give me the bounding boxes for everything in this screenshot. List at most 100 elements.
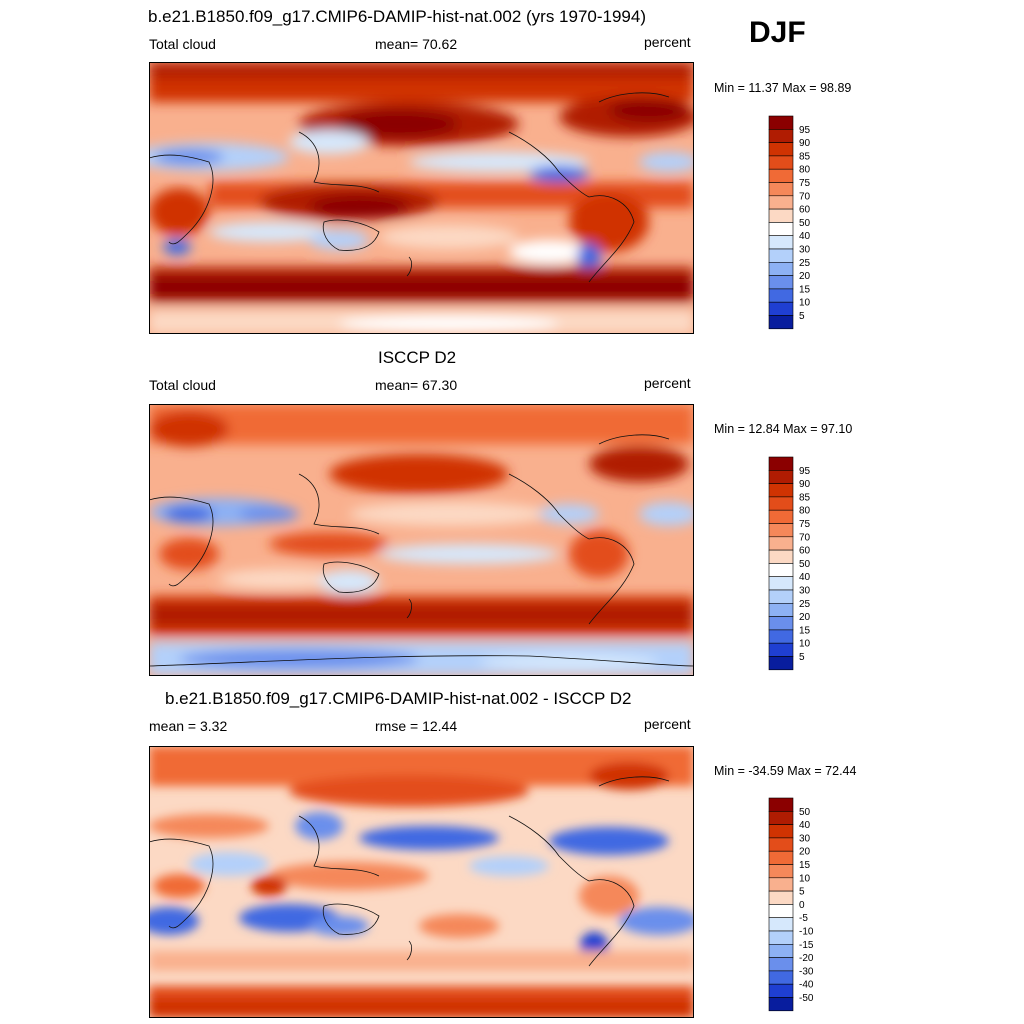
- colorbar-tick-label: 30: [799, 245, 811, 256]
- colorbar-tick-label: 20: [799, 271, 811, 282]
- colorbar-swatch: [768, 797, 794, 812]
- colorbar-tick-label: 85: [799, 492, 811, 503]
- coastlines: [149, 776, 670, 967]
- colorbar-swatch: [768, 877, 794, 892]
- colorbar-tick-label: 60: [799, 546, 811, 557]
- panel-diff-colorbar: 50 40 30 20 15 10 5 0 -5 -10 -15 -20 -30 -40 -50: [768, 797, 828, 1012]
- panel-obs-map: [149, 404, 694, 676]
- panel-obs-min-max: Min = 12.84 Max = 97.10: [714, 422, 853, 436]
- colorbar-swatch: [768, 142, 794, 157]
- colorbar-swatch: [768, 275, 794, 290]
- colorbar-swatch: [768, 168, 794, 183]
- colorbar-swatch: [768, 536, 794, 551]
- panel-diff-mean-label: mean = 3.32: [149, 718, 228, 734]
- panel-obs-mean-label: mean= 67.30: [375, 377, 458, 393]
- colorbar-swatch: [768, 129, 794, 143]
- colorbar-tick-label: 0: [799, 900, 805, 911]
- colorbar-swatch: [768, 850, 794, 865]
- colorbar-tick-label: 20: [799, 847, 811, 858]
- colorbar-swatch: [768, 563, 794, 578]
- colorbar-tick-label: 60: [799, 205, 811, 216]
- colorbar-swatch: [768, 496, 794, 511]
- colorbar-tick-label: -10: [799, 927, 814, 938]
- colorbar-swatch: [768, 656, 794, 671]
- colorbar-tick-label: 10: [799, 873, 811, 884]
- colorbar-swatch: [768, 235, 794, 250]
- panel-model-map: [149, 62, 694, 334]
- colorbar-tick-label: 75: [799, 519, 811, 530]
- panel-model-mean-label: mean= 70.62: [375, 36, 458, 52]
- colorbar-swatch: [768, 288, 794, 303]
- panel-model-min-max: Min = 11.37 Max = 98.89: [714, 81, 852, 95]
- colorbar-tick-label: -15: [799, 940, 814, 951]
- colorbar-tick-label: -5: [799, 913, 808, 924]
- panel-diff-map: [149, 746, 694, 1018]
- colorbar-swatch: [768, 957, 794, 972]
- colorbar-swatch: [768, 248, 794, 263]
- panel-model-colorbar: 95 90 85 80 75 70 60 50 40 30 25 20 15 10 5: [768, 115, 828, 330]
- colorbar-swatch: [768, 944, 794, 958]
- colorbar-tick-label: 15: [799, 860, 811, 871]
- colorbar-swatch: [768, 629, 794, 644]
- colorbar-swatch: [768, 603, 794, 617]
- colorbar-tick-label: 85: [799, 151, 811, 162]
- colorbar-tick-label: -20: [799, 953, 814, 964]
- colorbar-tick-label: 20: [799, 612, 811, 623]
- difference-field-contours: [149, 746, 694, 1018]
- colorbar-tick-label: 25: [799, 599, 811, 610]
- coastlines: [149, 92, 670, 283]
- colorbar-swatch: [768, 483, 794, 498]
- colorbar-swatch: [768, 824, 794, 839]
- colorbar-tick-label: -40: [799, 980, 814, 991]
- cloud-field-contours: [149, 404, 694, 676]
- colorbar-swatch: [768, 917, 794, 932]
- colorbar-tick-label: 50: [799, 559, 811, 570]
- colorbar-tick-label: 25: [799, 258, 811, 269]
- colorbar-swatch: [768, 970, 794, 985]
- colorbar-swatch: [768, 837, 794, 852]
- colorbar-swatch: [768, 115, 794, 130]
- colorbar-tick-label: 30: [799, 586, 811, 597]
- panel-model-title: b.e21.B1850.f09_g17.CMIP6-DAMIP-hist-nat…: [148, 7, 646, 26]
- panel-obs-units-label: percent: [644, 375, 691, 391]
- colorbar-swatch: [768, 523, 794, 538]
- colorbar-tick-label: -30: [799, 966, 814, 977]
- colorbar-tick-label: 50: [799, 807, 811, 818]
- colorbar-swatch: [768, 222, 794, 237]
- panel-diff-title: b.e21.B1850.f09_g17.CMIP6-DAMIP-hist-nat…: [165, 689, 632, 708]
- colorbar-swatch: [768, 549, 794, 564]
- colorbar-tick-label: -50: [799, 993, 814, 1004]
- colorbar-tick-label: 10: [799, 298, 811, 309]
- cloud-field-contours: [149, 62, 694, 334]
- panel-model-variable-label: Total cloud: [149, 36, 216, 52]
- colorbar-tick-label: 70: [799, 191, 811, 202]
- colorbar-tick-label: 95: [799, 466, 811, 477]
- colorbar-tick-label: 75: [799, 178, 811, 189]
- colorbar-swatch: [768, 315, 794, 330]
- colorbar-tick-label: 15: [799, 625, 811, 636]
- colorbar-swatch: [768, 589, 794, 604]
- colorbar-swatch: [768, 811, 794, 825]
- panel-obs-colorbar: 95 90 85 80 75 70 60 50 40 30 25 20 15 10 5: [768, 456, 828, 671]
- colorbar-swatch: [768, 890, 794, 905]
- season-label: DJF: [749, 16, 806, 49]
- colorbar-tick-label: 80: [799, 165, 811, 176]
- colorbar-tick-label: 40: [799, 231, 811, 242]
- panel-model-units-label: percent: [644, 34, 691, 50]
- colorbar-tick-label: 40: [799, 820, 811, 831]
- colorbar-swatch: [768, 576, 794, 591]
- colorbar-swatch: [768, 301, 794, 316]
- colorbar-tick-label: 90: [799, 138, 811, 149]
- colorbar-swatch: [768, 509, 794, 524]
- colorbar-tick-label: 30: [799, 833, 811, 844]
- colorbar-swatch: [768, 642, 794, 657]
- colorbar-tick-label: 5: [799, 652, 805, 663]
- colorbar-tick-label: 70: [799, 532, 811, 543]
- panel-diff-min-max: Min = -34.59 Max = 72.44: [714, 764, 857, 778]
- colorbar-tick-label: 80: [799, 506, 811, 517]
- colorbar-swatch: [768, 930, 794, 945]
- colorbar-swatch: [768, 983, 794, 998]
- panel-diff-rmse-label: rmse = 12.44: [375, 718, 458, 734]
- colorbar-swatch: [768, 904, 794, 919]
- panel-obs-variable-label: Total cloud: [149, 377, 216, 393]
